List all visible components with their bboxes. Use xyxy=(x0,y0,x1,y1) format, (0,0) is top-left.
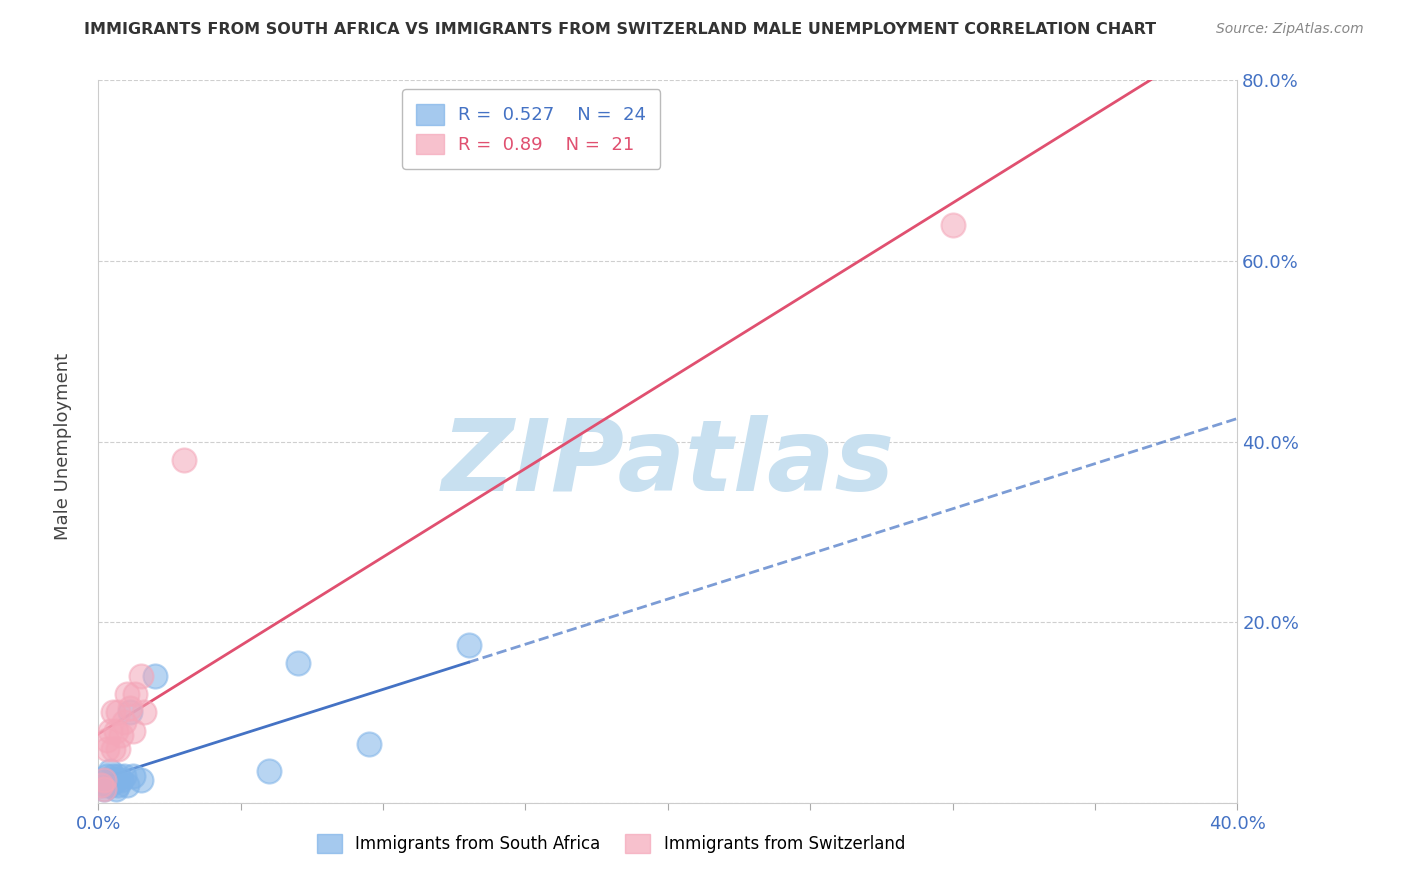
Point xyxy=(98,723,121,738)
Point xyxy=(110,728,132,742)
Point xyxy=(107,706,129,720)
Point xyxy=(104,782,127,797)
Point xyxy=(118,701,141,715)
Point xyxy=(115,687,138,701)
Point xyxy=(173,452,195,467)
Point xyxy=(104,723,127,738)
Point xyxy=(101,773,124,788)
Point xyxy=(107,741,129,756)
Text: Male Unemployment: Male Unemployment xyxy=(55,352,72,540)
Point xyxy=(112,714,135,729)
Point xyxy=(457,638,479,652)
Point xyxy=(93,773,115,788)
Point xyxy=(104,773,127,788)
Point xyxy=(93,782,115,797)
Point xyxy=(357,737,380,751)
Point xyxy=(129,773,152,788)
Point xyxy=(101,741,124,756)
Point xyxy=(287,656,309,670)
Point xyxy=(98,778,121,792)
Point xyxy=(98,764,121,779)
Point xyxy=(115,778,138,792)
Point xyxy=(96,778,118,792)
Point xyxy=(90,778,112,792)
Point xyxy=(90,778,112,792)
Point xyxy=(112,769,135,783)
Point xyxy=(110,773,132,788)
Point xyxy=(96,769,118,783)
Point xyxy=(129,669,152,683)
Text: ZIPatlas: ZIPatlas xyxy=(441,415,894,512)
Point xyxy=(96,732,118,747)
Point xyxy=(121,769,143,783)
Point xyxy=(96,741,118,756)
Point xyxy=(93,773,115,788)
Text: IMMIGRANTS FROM SOUTH AFRICA VS IMMIGRANTS FROM SWITZERLAND MALE UNEMPLOYMENT CO: IMMIGRANTS FROM SOUTH AFRICA VS IMMIGRAN… xyxy=(84,22,1157,37)
Point xyxy=(132,706,155,720)
Text: Source: ZipAtlas.com: Source: ZipAtlas.com xyxy=(1216,22,1364,37)
Point xyxy=(101,706,124,720)
Point xyxy=(259,764,281,779)
Point xyxy=(101,769,124,783)
Point xyxy=(121,723,143,738)
Legend: Immigrants from South Africa, Immigrants from Switzerland: Immigrants from South Africa, Immigrants… xyxy=(311,827,911,860)
Point xyxy=(93,782,115,797)
Point xyxy=(145,669,167,683)
Point xyxy=(107,778,129,792)
Point xyxy=(118,706,141,720)
Point xyxy=(124,687,146,701)
Point xyxy=(942,218,965,232)
Point xyxy=(107,769,129,783)
